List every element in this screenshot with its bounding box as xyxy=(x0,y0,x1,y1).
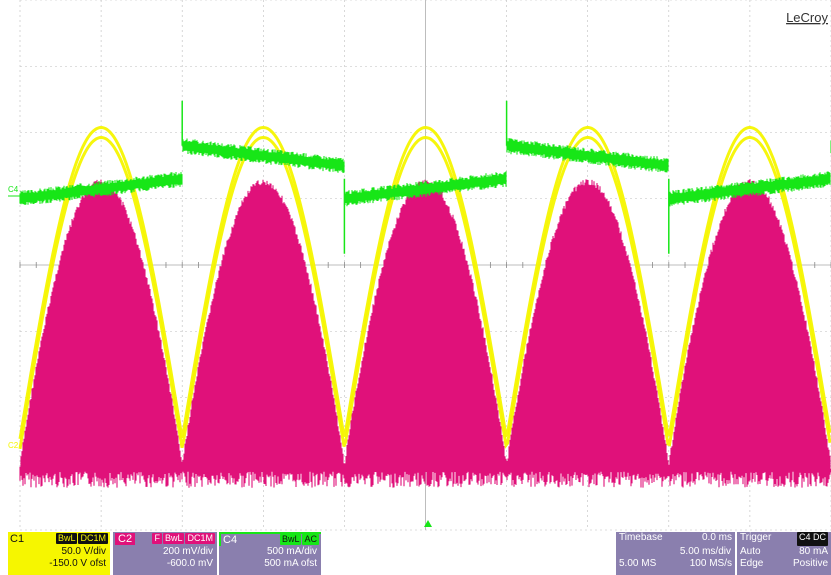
timebase-samples: 5.00 MS xyxy=(619,558,657,569)
c2-label: C2 xyxy=(115,533,136,545)
c4-label: C4 xyxy=(223,534,238,546)
c4-tag-coupling: AC xyxy=(302,534,319,545)
c1-scale: 50.0 V/div xyxy=(61,546,106,557)
timebase-delay: 0.0 ms xyxy=(701,532,732,543)
c2-trace xyxy=(19,179,831,488)
c1-trace xyxy=(18,135,831,450)
c2-marker: C2 xyxy=(8,441,19,450)
trigger-marker-icon xyxy=(424,520,432,527)
c4-waveform xyxy=(19,100,831,254)
c2-descriptor[interactable]: C2 F BwL DC1M 200 mV/div -600.0 mV xyxy=(113,532,217,575)
timebase-rate: 100 MS/s xyxy=(689,558,732,569)
trigger-label: Trigger xyxy=(740,532,772,543)
c4-marker: C4 xyxy=(8,185,19,194)
c1-label: C1 xyxy=(10,533,25,545)
timebase-descriptor[interactable]: Timebase 0.0 ms 5.00 ms/div 5.00 MS 100 … xyxy=(616,532,735,575)
c2-tag-filter: F xyxy=(152,533,162,544)
c4-scale: 500 mA/div xyxy=(266,546,317,557)
timebase-scale: 5.00 ms/div xyxy=(679,546,731,557)
c4-tag-bwl: BwL xyxy=(279,534,302,545)
c1-tag-coupling: DC1M xyxy=(78,533,108,544)
c1-waveform xyxy=(18,125,831,450)
trigger-mode: Auto xyxy=(740,546,761,557)
c1-trace xyxy=(18,125,831,440)
c2-tag-coupling: DC1M xyxy=(185,533,215,544)
c4-offset: 500 mA ofst xyxy=(264,558,317,569)
trigger-level: 80 mA xyxy=(799,546,828,557)
c2-offset: -600.0 mV xyxy=(166,558,213,569)
c1-descriptor[interactable]: C1 BwL DC1M 50.0 V/div -150.0 V ofst xyxy=(8,532,110,575)
c2-waveform xyxy=(19,179,831,488)
c4-descriptor[interactable]: C4 BwL AC 500 mA/div 500 mA ofst xyxy=(219,532,321,575)
c2-scale: 200 mV/div xyxy=(162,546,213,557)
c1-offset: -150.0 V ofst xyxy=(49,558,106,569)
trigger-source-tag: C4 DC xyxy=(796,532,828,546)
trigger-slope: Positive xyxy=(792,558,828,569)
lecroy-logo: LeCroy xyxy=(786,10,828,25)
trigger-descriptor[interactable]: Trigger C4 DC Auto 80 mA Edge Positive xyxy=(737,532,831,575)
c2-tag-bwl: BwL xyxy=(162,533,185,544)
c4-trace xyxy=(19,137,831,207)
c1-tag-bwl: BwL xyxy=(55,533,78,544)
timebase-label: Timebase xyxy=(619,532,663,543)
trigger-type: Edge xyxy=(740,558,764,569)
